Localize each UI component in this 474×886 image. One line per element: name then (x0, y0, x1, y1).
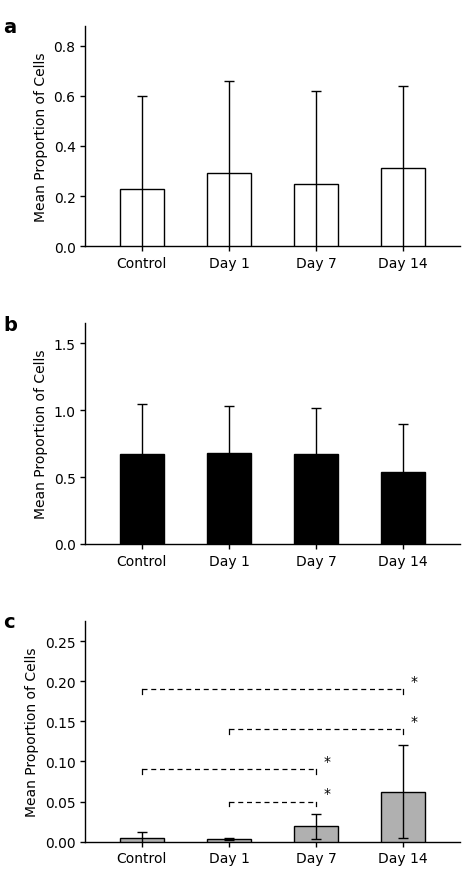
Text: b: b (3, 315, 17, 334)
Bar (207, 839, 251, 842)
Bar (207, 175, 251, 247)
Text: *: * (410, 674, 417, 688)
Text: *: * (323, 786, 330, 800)
Bar (382, 169, 425, 247)
Text: *: * (410, 714, 417, 728)
Bar (120, 837, 164, 842)
Bar (120, 455, 164, 544)
Bar (382, 472, 425, 544)
Y-axis label: Mean Proportion of Cells: Mean Proportion of Cells (34, 349, 48, 519)
Text: *: * (323, 754, 330, 768)
Y-axis label: Mean Proportion of Cells: Mean Proportion of Cells (34, 52, 48, 222)
Bar (294, 184, 338, 247)
Bar (120, 190, 164, 247)
Text: c: c (3, 612, 15, 632)
Bar (382, 792, 425, 842)
Text: a: a (3, 18, 16, 36)
Y-axis label: Mean Proportion of Cells: Mean Proportion of Cells (25, 647, 39, 816)
Bar (294, 455, 338, 544)
Bar (294, 827, 338, 842)
Bar (207, 454, 251, 544)
